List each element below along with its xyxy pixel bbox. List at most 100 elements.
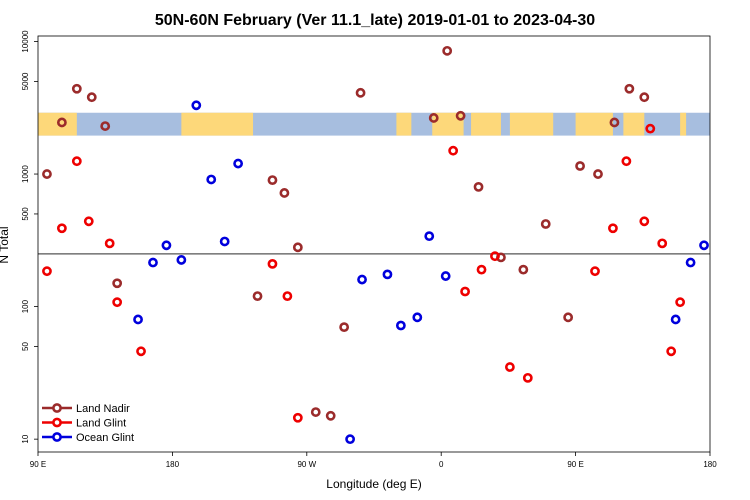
ocean-glint-point	[440, 271, 451, 281]
land-nadir-point	[56, 117, 67, 128]
land-glint-point	[292, 412, 303, 423]
land-nadir-point	[279, 188, 290, 198]
ocean-glint-point	[161, 240, 172, 251]
ocean-glint-point	[382, 269, 393, 280]
land-nadir-point	[442, 45, 453, 56]
land-glint-point	[56, 223, 67, 234]
map-land	[471, 112, 501, 136]
plot-frame	[37, 35, 711, 453]
y-tick-label: 100	[21, 299, 30, 313]
land-glint-point	[645, 123, 656, 134]
map-strip	[38, 112, 710, 136]
map-land	[396, 112, 412, 136]
land-glint-point	[136, 346, 146, 357]
land-glint-point	[608, 223, 618, 234]
x-tick-label: 0	[439, 460, 444, 469]
land-glint-point	[71, 156, 82, 167]
land-nadir-point	[563, 312, 574, 323]
land-nadir-point	[428, 113, 439, 123]
data-points	[42, 45, 709, 445]
ocean-glint-point	[424, 231, 435, 242]
land-nadir-point	[455, 110, 466, 121]
ocean-glint-point	[206, 174, 217, 185]
x-tick-label: 180	[703, 460, 717, 469]
land-glint-point	[666, 346, 677, 357]
land-glint-point	[282, 291, 293, 302]
land-glint-point	[83, 216, 94, 227]
ocean-glint-point	[685, 257, 696, 268]
land-glint-point	[590, 266, 600, 277]
land-nadir-point	[112, 278, 123, 289]
land-glint-point	[104, 238, 115, 249]
ocean-glint-point	[148, 257, 158, 268]
land-glint-point	[504, 362, 515, 372]
legend-marker-land-glint	[52, 417, 62, 428]
x-axis-label: Longitude (deg E)	[326, 477, 421, 491]
map-land	[509, 112, 554, 136]
ocean-glint-point	[133, 314, 143, 325]
x-tick-label: 90 E	[567, 460, 583, 469]
land-glint-point	[42, 266, 52, 277]
map-land	[623, 112, 645, 136]
land-nadir-point	[100, 121, 111, 131]
ocean-glint-point	[345, 434, 356, 445]
land-glint-point	[621, 156, 632, 167]
map-land	[181, 112, 254, 136]
land-glint-point	[490, 251, 500, 262]
land-glint-point	[675, 297, 686, 308]
ocean-glint-point	[176, 255, 187, 265]
y-tick-label: 50	[21, 342, 30, 351]
y-tick-label: 5000	[21, 72, 30, 90]
land-nadir-point	[71, 83, 82, 94]
map-land	[680, 112, 687, 136]
x-tick-label: 180	[166, 460, 180, 469]
y-axis-label: N Total	[0, 226, 11, 263]
ocean-glint-point	[233, 158, 244, 169]
land-glint-point	[267, 258, 278, 269]
legend-label-ocean-glint: Ocean Glint	[76, 432, 134, 444]
ocean-glint-point	[191, 100, 202, 111]
legend-marker-ocean-glint	[52, 432, 62, 442]
land-nadir-point	[267, 175, 278, 186]
land-glint-point	[476, 264, 487, 275]
land-nadir-point	[325, 410, 336, 421]
land-nadir-point	[639, 92, 650, 103]
ocean-glint-point	[219, 236, 230, 247]
land-nadir-point	[86, 92, 97, 103]
land-glint-point	[448, 145, 459, 156]
y-tick-label: 10	[21, 434, 30, 443]
land-nadir-point	[609, 117, 620, 128]
y-axis: 10 50 100 500 1000 5000 10000	[21, 30, 38, 444]
legend-label-land-glint: Land Glint	[76, 418, 126, 430]
land-nadir-point	[292, 242, 303, 253]
ocean-glint-point	[699, 240, 709, 251]
x-axis: 90 E 180 90 W 0 90 E 180	[30, 452, 717, 469]
y-tick-label: 500	[21, 207, 30, 221]
land-glint-point	[460, 286, 470, 297]
land-nadir-point	[252, 291, 263, 302]
y-tick-label: 1000	[21, 165, 30, 183]
x-tick-label: 90 W	[297, 460, 316, 469]
land-glint-point	[112, 297, 123, 308]
land-nadir-point	[593, 169, 603, 179]
land-nadir-point	[310, 407, 321, 417]
land-glint-point	[657, 238, 668, 249]
x-tick-label: 90 E	[30, 460, 46, 469]
y-tick-label: 10000	[21, 30, 30, 53]
legend: Land Nadir Land Glint Ocean Glint	[42, 403, 134, 444]
map-land	[432, 112, 464, 136]
ocean-glint-point	[670, 314, 681, 325]
land-nadir-point	[575, 161, 585, 171]
land-nadir-point	[518, 264, 529, 275]
land-nadir-point	[339, 322, 350, 333]
ocean-glint-point	[357, 274, 367, 285]
chart-title: 50N-60N February (Ver 11.1_late) 2019-01…	[155, 12, 595, 29]
legend-label-land-nadir: Land Nadir	[76, 403, 130, 415]
map-land	[575, 112, 613, 136]
ocean-glint-point	[395, 320, 406, 331]
land-nadir-point	[540, 219, 551, 229]
ocean-glint-point	[412, 312, 423, 323]
land-nadir-point	[355, 87, 366, 98]
land-nadir-point	[473, 181, 484, 192]
